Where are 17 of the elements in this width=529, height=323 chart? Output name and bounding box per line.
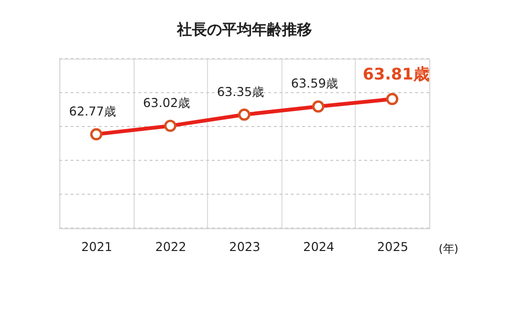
x-tick-label: 2025 [377, 240, 408, 254]
point [386, 92, 398, 106]
x-tick-label: 2022 [155, 240, 186, 254]
x-tick-label: 2023 [229, 240, 260, 254]
x-axis-title: (年) [438, 242, 458, 256]
x-tick-label: 2021 [81, 240, 112, 254]
point [238, 108, 250, 121]
point [312, 100, 324, 113]
chart-title: 社長の平均年齢推移 [176, 20, 312, 39]
data-label: 63.81歳 [362, 64, 430, 84]
point [90, 128, 102, 140]
data-label: 63.35歳 [217, 84, 264, 99]
point [164, 120, 176, 132]
data-label: 63.59歳 [290, 76, 338, 91]
data-label: 63.02歳 [143, 96, 190, 110]
data-label: 62.77歳 [69, 104, 116, 118]
x-tick-label: 2024 [303, 240, 334, 254]
